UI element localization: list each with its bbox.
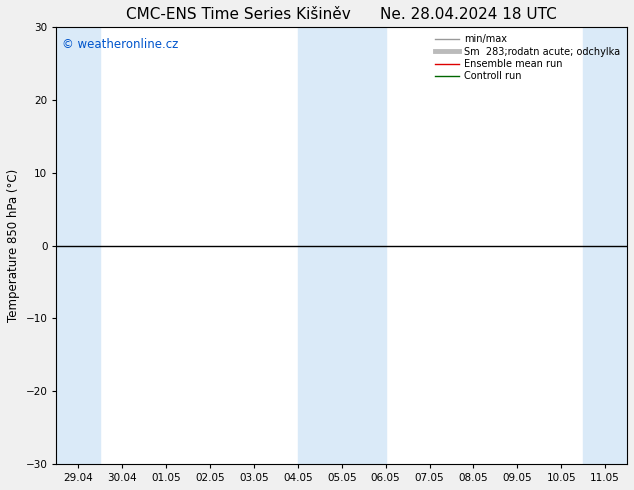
- Title: CMC-ENS Time Series Kišiněv      Ne. 28.04.2024 18 UTC: CMC-ENS Time Series Kišiněv Ne. 28.04.20…: [126, 7, 557, 22]
- Bar: [56, 27, 100, 464]
- Y-axis label: Temperature 850 hPa (°C): Temperature 850 hPa (°C): [7, 169, 20, 322]
- Bar: [583, 27, 627, 464]
- Bar: [298, 27, 385, 464]
- Legend: min/max, Sm  283;rodatn acute; odchylka, Ensemble mean run, Controll run: min/max, Sm 283;rodatn acute; odchylka, …: [433, 32, 622, 83]
- Text: © weatheronline.cz: © weatheronline.cz: [62, 38, 179, 51]
